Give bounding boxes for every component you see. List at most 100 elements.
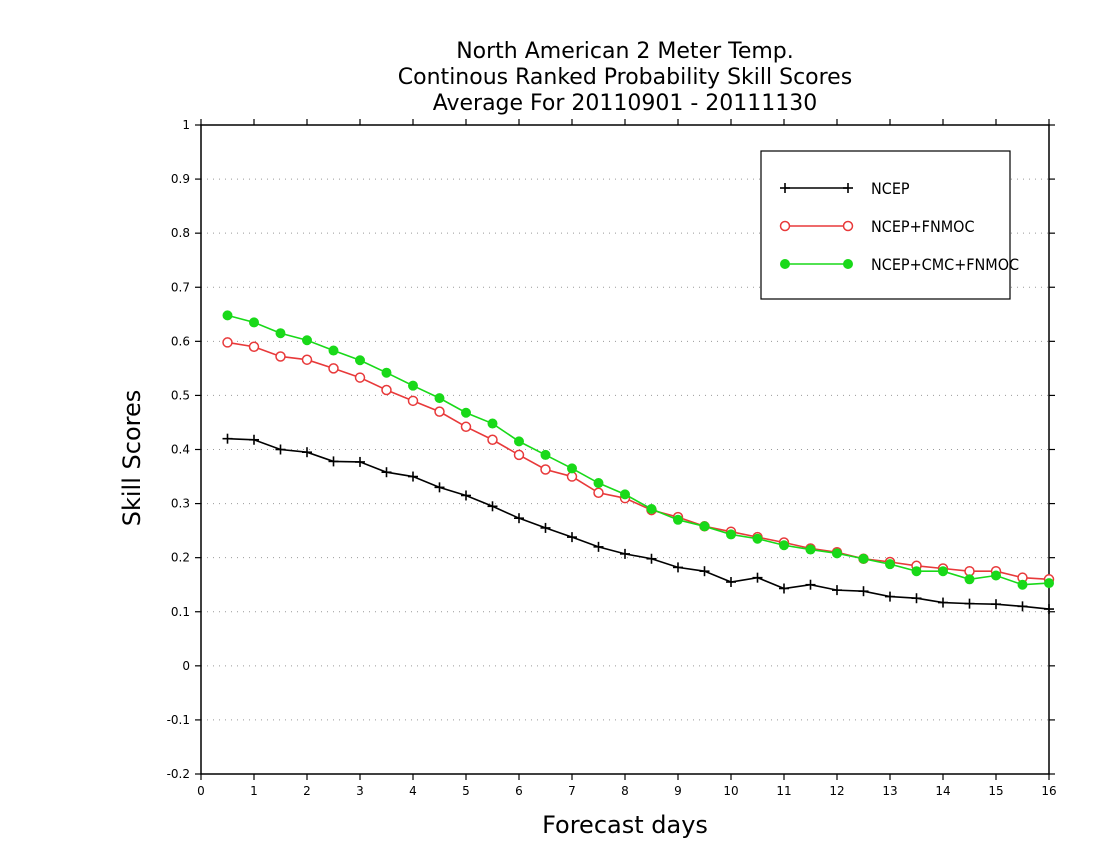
data-point — [460, 421, 472, 433]
data-point — [779, 540, 789, 551]
data-point — [646, 553, 657, 564]
data-point — [567, 532, 577, 543]
data-point — [434, 393, 445, 404]
x-tick-label: 11 — [776, 784, 791, 798]
data-point — [487, 418, 498, 429]
data-point — [275, 444, 286, 455]
series-ncep — [222, 433, 1054, 615]
title-line: North American 2 Meter Temp. — [456, 39, 794, 64]
data-point — [646, 503, 657, 514]
data-point — [487, 434, 498, 446]
y-tick-label: 0.2 — [171, 551, 190, 565]
data-point — [858, 586, 869, 597]
data-point — [249, 434, 259, 445]
data-point — [858, 553, 869, 564]
data-point — [222, 433, 233, 444]
title-line: Continous Ranked Probability Skill Score… — [398, 65, 852, 90]
data-point — [779, 583, 789, 594]
data-point — [1044, 604, 1054, 615]
data-point — [805, 579, 816, 590]
data-point — [381, 367, 392, 378]
x-tick-label: 12 — [829, 784, 844, 798]
data-point — [593, 478, 604, 489]
data-point — [461, 407, 471, 418]
data-point — [275, 351, 286, 362]
y-tick-label: 0.8 — [171, 226, 190, 240]
data-point — [991, 570, 1001, 581]
series-layer — [222, 310, 1055, 615]
x-tick-label: 10 — [723, 784, 738, 798]
x-tick-label: 16 — [1041, 784, 1056, 798]
data-point — [434, 406, 445, 417]
legend-item: NCEP+FNMOC — [779, 217, 975, 236]
data-point — [911, 566, 922, 577]
data-point — [434, 482, 445, 493]
y-tick-label: 0.6 — [171, 334, 190, 348]
data-point — [938, 566, 948, 577]
data-point — [408, 380, 418, 391]
data-point — [593, 541, 604, 552]
data-point — [328, 363, 339, 374]
y-tick-label: 0.4 — [171, 443, 190, 457]
data-point — [461, 490, 471, 501]
data-point — [832, 585, 842, 596]
data-point — [540, 522, 551, 533]
data-point — [842, 220, 854, 232]
data-point — [673, 562, 683, 573]
data-point — [1017, 579, 1028, 590]
data-point — [487, 501, 498, 512]
data-point — [752, 533, 763, 544]
legend-label: NCEP — [871, 179, 910, 198]
data-point — [354, 372, 366, 383]
data-point — [620, 548, 630, 559]
y-axis: -0.2 -0.1 0 0.1 0.2 0.3 0.4 0.5 0.6 0.7 0.8 0.9 1 — [167, 118, 1055, 781]
legend-item: NCEP — [780, 179, 910, 198]
data-point — [832, 548, 842, 559]
data-point — [355, 355, 365, 366]
data-point — [673, 514, 683, 525]
data-point — [301, 354, 313, 365]
series-line — [227, 341, 1050, 581]
legend-item: NCEP+CMC+FNMOC — [780, 255, 1019, 274]
y-tick-label: 1 — [182, 118, 190, 132]
data-point — [593, 487, 604, 499]
data-point — [620, 489, 630, 500]
data-point — [699, 566, 710, 577]
x-tick-label: 14 — [935, 784, 950, 798]
data-point — [780, 259, 790, 269]
x-tick-label: 2 — [303, 784, 311, 798]
data-point — [328, 456, 339, 467]
y-tick-label: -0.1 — [167, 713, 190, 727]
data-point — [381, 384, 392, 396]
legend: NCEP NCEP+FNMOC NCEP+CMC+FNMOC — [760, 150, 1019, 300]
series-line — [227, 437, 1050, 610]
x-tick-label: 6 — [515, 784, 523, 798]
x-tick-label: 9 — [674, 784, 682, 798]
series-line — [227, 314, 1050, 586]
x-axis: 0 1 2 3 4 5 6 7 8 9 10 11 12 13 14 15 16 — [197, 119, 1057, 798]
x-tick-label: 4 — [409, 784, 417, 798]
y-tick-label: -0.2 — [167, 767, 190, 781]
data-point — [779, 220, 791, 232]
series-ncep-fnmoc — [222, 337, 1055, 585]
data-point — [514, 436, 524, 447]
y-tick-label: 0.9 — [171, 172, 190, 186]
data-point — [514, 513, 524, 524]
data-point — [964, 598, 975, 609]
x-tick-label: 13 — [882, 784, 897, 798]
data-point — [407, 395, 419, 407]
data-point — [752, 572, 763, 583]
data-point — [302, 335, 312, 346]
data-point — [302, 447, 312, 458]
y-tick-label: 0 — [182, 659, 190, 673]
data-point — [843, 259, 853, 269]
data-point — [248, 341, 260, 352]
title-line: Average For 20110901 - 20111130 — [433, 91, 818, 116]
data-point — [355, 456, 365, 467]
data-point — [540, 464, 551, 475]
data-point — [222, 310, 233, 321]
data-point — [991, 599, 1001, 610]
data-point — [328, 345, 339, 356]
chart-title: North American 2 Meter Temp.Continous Ra… — [398, 39, 852, 116]
